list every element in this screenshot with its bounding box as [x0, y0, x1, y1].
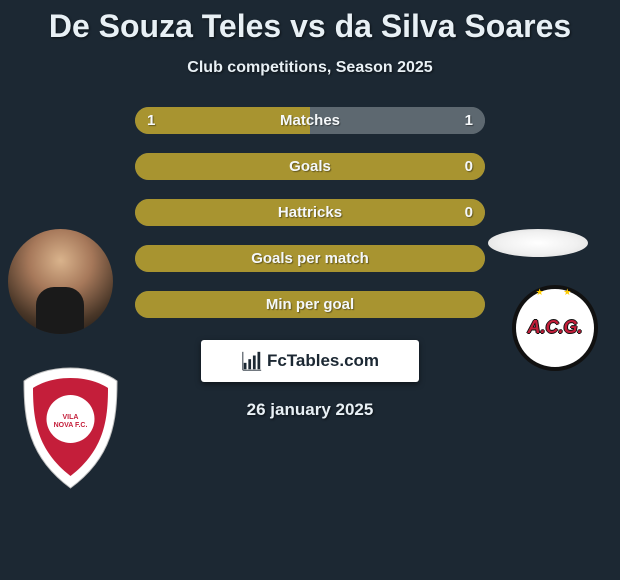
stat-bar-label: Goals per match [135, 245, 485, 272]
subtitle: Club competitions, Season 2025 [0, 59, 620, 77]
stat-bar-right-value: 0 [465, 153, 473, 180]
stat-bar-label: Matches [135, 107, 485, 134]
stat-bar-label: Min per goal [135, 291, 485, 318]
bar-chart-icon [241, 350, 263, 372]
comparison-content: VILA NOVA F.C. ★ ★ A.C.G. Matches11Goals… [0, 107, 620, 420]
team2-crest-text: A.C.G. [527, 320, 582, 335]
watermark: FcTables.com [201, 340, 419, 382]
team2-crest: ★ ★ A.C.G. [512, 285, 598, 371]
player2-avatar [488, 229, 588, 257]
stat-bar: Matches1 1 [135, 107, 485, 134]
stat-bar: Goals0 [135, 153, 485, 180]
shield-icon: VILA NOVA F.C. [18, 365, 123, 491]
watermark-text: FcTables.com [267, 351, 379, 371]
page-title: De Souza Teles vs da Silva Soares [0, 0, 620, 45]
stat-bar: Min per goal [135, 291, 485, 318]
comparison-bars: Matches11Goals0Hattricks0Goals per match… [135, 107, 485, 318]
stat-bar-right-value: 1 [465, 107, 473, 134]
star-icon: ★ ★ [536, 287, 575, 298]
svg-text:VILA: VILA [63, 414, 79, 421]
stat-bar-left-value: 1 [147, 107, 155, 134]
stat-bar-label: Goals [135, 153, 485, 180]
player1-avatar [8, 229, 113, 334]
team1-crest: VILA NOVA F.C. [18, 365, 123, 491]
stat-bar-label: Hattricks [135, 199, 485, 226]
stat-bar: Hattricks0 [135, 199, 485, 226]
stat-bar-right-value: 0 [465, 199, 473, 226]
svg-text:NOVA F.C.: NOVA F.C. [54, 422, 88, 429]
stat-bar: Goals per match [135, 245, 485, 272]
